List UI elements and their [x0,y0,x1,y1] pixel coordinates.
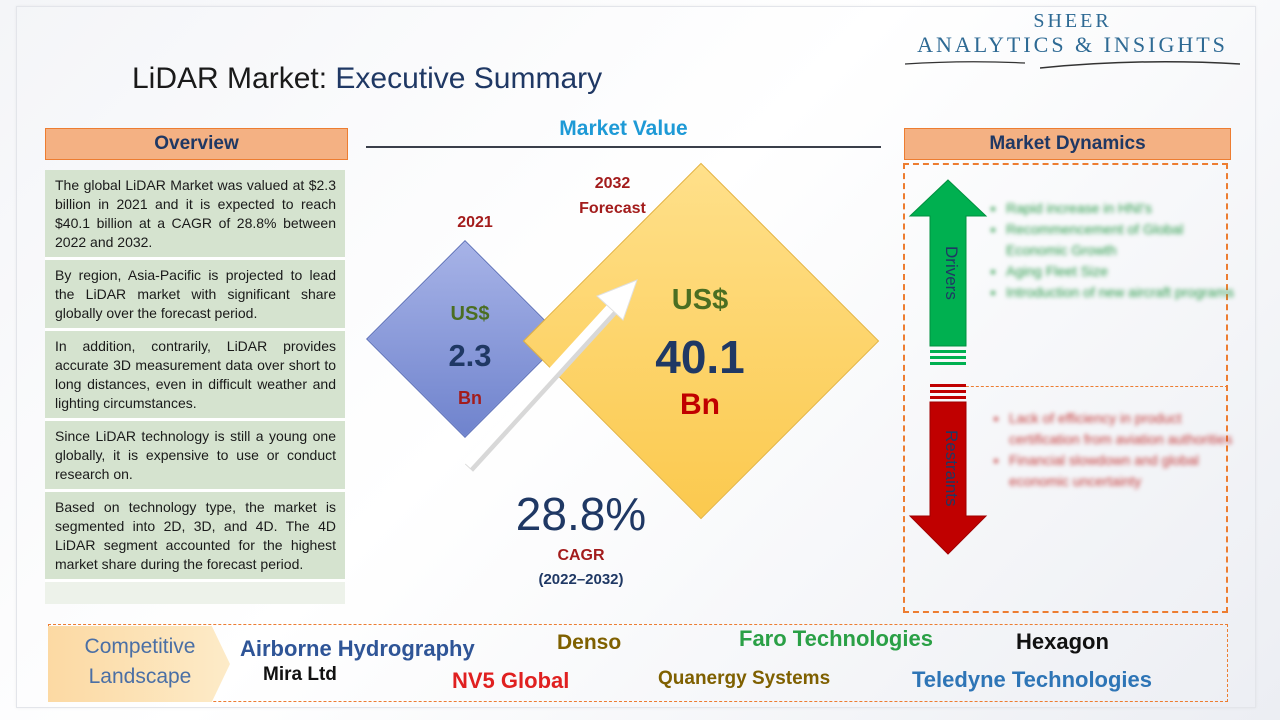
year-2032-forecast: Forecast [579,200,646,217]
overview-item: Based on technology type, the market is … [45,492,345,582]
overview-item: By region, Asia-Pacific is projected to … [45,260,345,331]
competitive-landscape-tag [48,626,230,702]
company-name: Hexagon [1016,629,1109,654]
driver-item: Aging Fleet Size [1006,261,1236,282]
year-2032-label: 2032 Forecast [565,171,660,221]
company-name: Airborne Hydrography [240,636,475,661]
dynamics-divider [931,386,1228,387]
logo-line1: SHEER [1033,10,1112,32]
driver-item: Recommencement of Global Economic Growth [1006,219,1236,261]
company-name: NV5 Global [452,668,570,693]
overview-item-empty [45,582,345,604]
restraints-list: Lack of efficiency in product certificat… [995,408,1234,492]
company-name: Teledyne Technologies [912,667,1153,692]
value-2032-amount: 40.1 [655,331,745,383]
slide-frame [16,6,1256,708]
restraint-item: Lack of efficiency in product certificat… [1009,408,1234,450]
market-value-divider [366,146,881,148]
overview-item: Since LiDAR technology is still a young … [45,421,345,492]
restraint-item: Financial slowdown and global economic u… [1009,450,1234,492]
drivers-list: Rapid increase in HNI's Recommencement o… [992,198,1236,303]
company-name: Denso [557,631,622,654]
value-2021-unit: Bn [458,388,482,408]
year-2021-label: 2021 [457,214,493,231]
overview-item: The global LiDAR Market was valued at $2… [45,170,345,260]
drivers-arrow-icon [908,179,988,365]
logo-swoosh [1040,61,1240,69]
value-2032-unit: Bn [680,388,720,421]
restraints-label: Restraints [942,429,961,507]
overview-header: Overview [45,128,348,160]
company-name: Mira Ltd [263,664,337,685]
growth-arrow-icon [463,279,638,472]
market-dynamics-box [903,163,1228,613]
company-name: Faro Technologies [739,626,933,651]
competitive-landscape-label: Competitive Landscape [60,632,220,692]
drivers-label: Drivers [942,246,961,300]
value-2021-amount: 2.3 [448,338,492,373]
cagr-range: (2022–2032) [538,571,624,588]
overview-list: The global LiDAR Market was valued at $2… [45,170,345,604]
cagr-value: 28.8% [515,488,647,540]
overview-item: In addition, contrarily, LiDAR provides … [45,331,345,421]
value-2032-currency: US$ [671,284,729,316]
driver-item: Introduction of new aircraft programs [1006,282,1236,303]
cl-label-line1: Competitive [84,635,196,658]
cl-label-line2: Landscape [88,665,192,688]
company-name: Quanergy Systems [658,668,831,689]
value-2021-currency: US$ [450,303,490,325]
logo-swoosh-left [905,61,1025,65]
driver-item: Rapid increase in HNI's [1006,198,1236,219]
year-2032-year: 2032 [594,175,631,192]
restraints-arrow-icon [908,384,988,555]
market-dynamics-header: Market Dynamics [904,128,1231,160]
company-logo: SHEER ANALYTICS & INSIGHTS [905,10,1240,58]
market-value-title: Market Value [559,117,688,140]
page-title: LiDAR Market: Executive Summary [132,62,603,95]
cagr-label: CAGR [557,547,605,564]
logo-line2: ANALYTICS & INSIGHTS [917,32,1228,57]
